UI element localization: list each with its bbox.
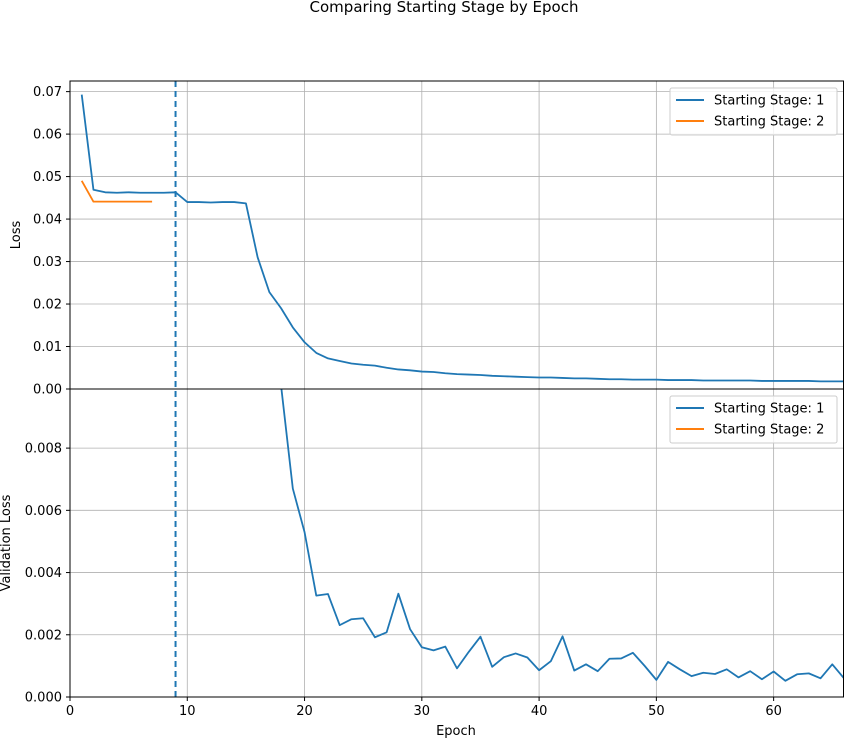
x-tick-label-4: 40 <box>531 704 548 719</box>
top-y-tick-label-7: 0.07 <box>33 85 62 100</box>
bottom-y-tick-label-3: 0.006 <box>25 504 62 519</box>
top-y-tick-label-6: 0.06 <box>33 128 62 143</box>
bottom-y-ticks: 0.000 0.002 0.004 0.006 0.008 <box>25 442 70 706</box>
x-tick-label-3: 30 <box>414 704 431 719</box>
bottom-y-tick-label-1: 0.002 <box>25 628 62 643</box>
x-tick-label-1: 10 <box>179 704 196 719</box>
top-y-tick-label-4: 0.04 <box>33 213 62 228</box>
top-legend-box <box>669 87 838 136</box>
top-y-tick-label-0: 0.00 <box>33 383 62 398</box>
bottom-legend-box <box>669 395 838 444</box>
bottom-y-tick-label-2: 0.004 <box>25 566 62 581</box>
chart-title: Comparing Starting Stage by Epoch <box>310 0 579 16</box>
x-axis-label: Epoch <box>436 724 476 739</box>
bottom-legend-label-1: Starting Stage: 1 <box>714 402 824 417</box>
bottom-y-tick-label-0: 0.000 <box>25 691 62 706</box>
bottom-series <box>280 389 844 682</box>
top-line-stage-2 <box>80 180 153 203</box>
top-y-tick-label-5: 0.05 <box>33 170 62 185</box>
x-tick-label-6: 60 <box>765 704 782 719</box>
top-legend-label-1: Starting Stage: 1 <box>714 94 824 109</box>
top-legend: Starting Stage: 1 Starting Stage: 2 <box>669 87 838 136</box>
top-y-tick-label-2: 0.02 <box>33 298 62 313</box>
bottom-y-tick-label-4: 0.008 <box>25 442 62 457</box>
top-y-axis-label: Loss <box>9 221 24 250</box>
bottom-y-axis-label: Validation Loss <box>0 494 14 591</box>
bottom-line-stage-1 <box>280 389 844 682</box>
bottom-legend-label-2: Starting Stage: 2 <box>714 423 824 438</box>
top-y-ticks: 0.00 0.01 0.02 0.03 0.04 0.05 0.06 0.07 <box>33 85 70 398</box>
x-tick-label-0: 0 <box>66 704 74 719</box>
top-y-tick-label-3: 0.03 <box>33 255 62 270</box>
top-line-stage-1 <box>80 94 844 383</box>
top-series <box>80 94 844 383</box>
x-tick-label-5: 50 <box>648 704 665 719</box>
top-y-tick-label-1: 0.01 <box>33 340 62 355</box>
bottom-legend: Starting Stage: 1 Starting Stage: 2 <box>669 395 838 444</box>
top-legend-label-2: Starting Stage: 2 <box>714 115 824 130</box>
x-tick-label-2: 20 <box>296 704 313 719</box>
x-ticks: 0 10 20 30 40 50 60 <box>66 697 782 719</box>
